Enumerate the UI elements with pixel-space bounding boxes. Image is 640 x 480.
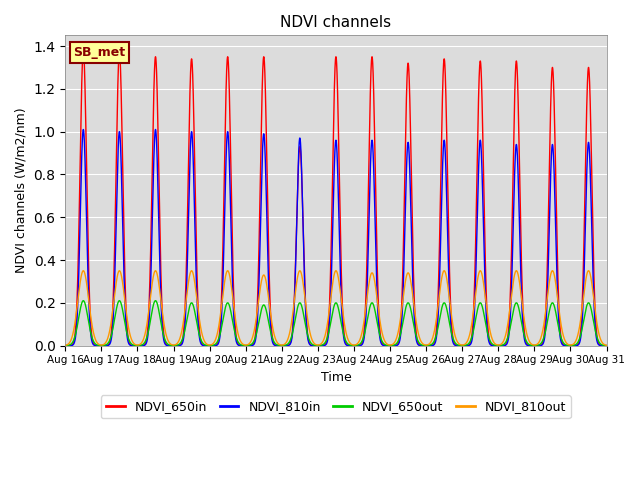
Legend: NDVI_650in, NDVI_810in, NDVI_650out, NDVI_810out: NDVI_650in, NDVI_810in, NDVI_650out, NDV… bbox=[101, 396, 571, 418]
Text: SB_met: SB_met bbox=[74, 46, 125, 59]
X-axis label: Time: Time bbox=[321, 371, 351, 384]
Y-axis label: NDVI channels (W/m2/nm): NDVI channels (W/m2/nm) bbox=[15, 108, 28, 273]
Title: NDVI channels: NDVI channels bbox=[280, 15, 392, 30]
